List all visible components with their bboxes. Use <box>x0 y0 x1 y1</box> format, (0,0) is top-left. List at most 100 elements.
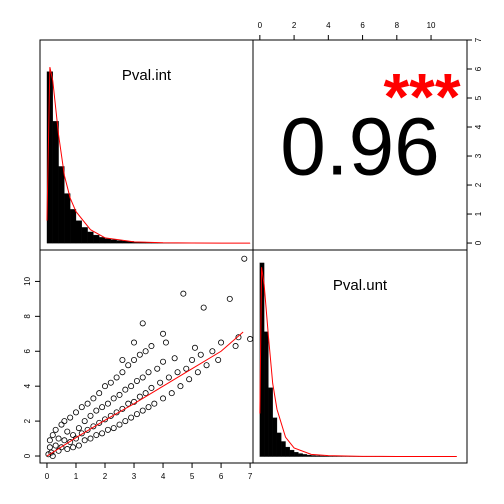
scatter-point <box>148 343 155 350</box>
scatter-point <box>49 432 56 439</box>
histogram-bar <box>272 417 278 457</box>
histogram-bar <box>289 449 295 457</box>
scatter-point <box>78 404 85 411</box>
histogram-bar <box>281 441 286 457</box>
scatter-point <box>90 423 97 430</box>
scatter-point <box>93 407 100 414</box>
scatter-point <box>174 369 181 376</box>
scatter-point <box>122 386 129 393</box>
scatter-point <box>90 395 97 402</box>
histogram-bar <box>93 234 100 244</box>
y-tick-label: 10 <box>23 276 32 285</box>
scatter-point <box>67 414 74 421</box>
scatter-point <box>102 416 109 423</box>
histogram-bar <box>99 237 106 244</box>
scatter-point <box>87 412 94 419</box>
scatter-point <box>215 356 222 363</box>
scatter-point <box>102 383 109 390</box>
scatter-point <box>78 430 85 437</box>
scatter-point <box>154 365 161 372</box>
x-tick-label: 0 <box>258 21 263 30</box>
panel-frame <box>252 249 468 464</box>
scatter-point <box>151 400 158 407</box>
scatter-point <box>93 432 100 439</box>
x-tick-label: 6 <box>360 21 365 30</box>
scatter-point <box>235 334 242 341</box>
scatter-point <box>75 425 82 432</box>
scatter-point <box>107 379 114 386</box>
histogram-bar <box>298 453 303 457</box>
scatter-point <box>96 419 103 426</box>
scatter-point <box>72 409 79 416</box>
histogram-bar <box>306 454 312 457</box>
scatter-point <box>148 384 155 391</box>
scatter-point <box>171 355 178 362</box>
scatter-point <box>58 444 65 451</box>
scatter-point <box>61 418 68 425</box>
x-tick-label: 6 <box>219 472 224 481</box>
scatter-point <box>84 400 91 407</box>
scatter-point <box>87 435 94 442</box>
scatter-point <box>84 426 91 433</box>
scatter-point <box>46 444 53 451</box>
scatter-point <box>241 255 248 262</box>
y-tick-label: 4 <box>474 124 483 129</box>
scatter-point <box>64 428 71 435</box>
scatter-point <box>160 358 167 365</box>
x-tick-label: 7 <box>248 472 253 481</box>
scatter-point <box>200 304 207 311</box>
scatter-point <box>189 356 196 363</box>
scatter-point <box>81 418 88 425</box>
scatter-point <box>70 432 77 439</box>
histogram-bar <box>58 166 65 244</box>
scatter-point <box>180 290 187 297</box>
y-tick-label: 2 <box>23 418 32 423</box>
y-tick-label: 0 <box>23 453 32 458</box>
scatter-point <box>128 414 135 421</box>
density-line <box>259 267 457 457</box>
scatter-point <box>128 383 135 390</box>
scatter-point <box>116 421 123 428</box>
y-tick-label: 0 <box>474 240 483 245</box>
scatter-point <box>191 344 198 351</box>
scatter-point <box>70 444 77 451</box>
scatter-point <box>136 351 143 358</box>
scatter-point <box>186 376 193 383</box>
scatter-point <box>203 362 210 369</box>
scatter-point <box>218 339 225 346</box>
x-tick-label: 1 <box>74 472 79 481</box>
scatter-point <box>64 446 71 453</box>
histogram-bar <box>319 455 325 457</box>
scatter-point <box>139 374 146 381</box>
scatter-point <box>110 425 117 432</box>
histogram-bar <box>64 193 71 244</box>
scatter-point <box>162 339 169 346</box>
x-tick-label: 10 <box>427 21 436 30</box>
histogram-bar <box>52 121 59 244</box>
scatter-point <box>131 339 138 346</box>
x-tick-label: 5 <box>190 472 195 481</box>
scatter-point <box>48 449 55 456</box>
scatter-point <box>209 348 216 355</box>
scatter-point <box>113 374 120 381</box>
x-tick-label: 2 <box>292 21 297 30</box>
scatter-point <box>136 393 143 400</box>
scatter-point <box>177 383 184 390</box>
x-tick-label: 4 <box>161 472 166 481</box>
scatter-point <box>142 348 149 355</box>
histogram-bar <box>87 231 94 244</box>
histogram-bar <box>276 432 282 457</box>
histogram-bar <box>70 209 77 244</box>
scatter-point <box>145 369 152 376</box>
scatter-point <box>110 395 117 402</box>
histogram-bar <box>116 240 123 244</box>
x-tick-label: 2 <box>103 472 108 481</box>
histogram-bar <box>104 238 111 244</box>
scatter-point <box>81 437 88 444</box>
scatter-point <box>247 336 254 343</box>
scatter-point <box>157 379 164 386</box>
histogram-bar <box>263 331 269 457</box>
scatter-point <box>75 442 82 449</box>
